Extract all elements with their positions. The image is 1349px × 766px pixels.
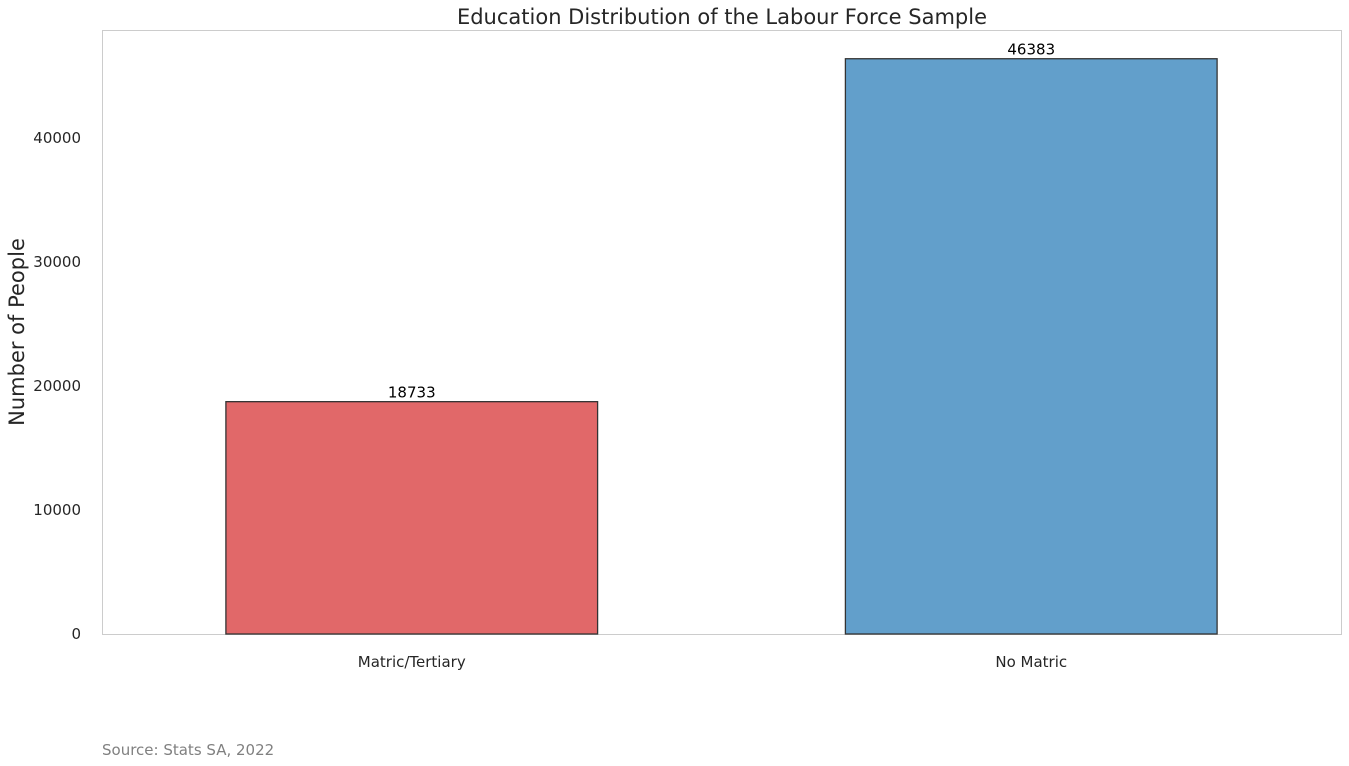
y-tick-label: 30000: [33, 253, 81, 271]
y-tick-label: 20000: [33, 377, 81, 395]
plot-frame: [102, 30, 1342, 635]
y-tick-label: 40000: [33, 129, 81, 147]
source-note: Source: Stats SA, 2022: [102, 741, 274, 759]
chart-title: Education Distribution of the Labour For…: [457, 5, 987, 29]
x-tick-label: No Matric: [995, 653, 1067, 671]
bars-group: [225, 58, 1218, 635]
x-tick-label: Matric/Tertiary: [358, 653, 466, 671]
y-tick-label: 10000: [33, 501, 81, 519]
bar-no-matric: [844, 58, 1218, 635]
data-labels-group: 18733 46383: [388, 41, 1055, 402]
bar-matric-tertiary: [225, 401, 599, 635]
y-axis-label: Number of People: [5, 238, 29, 426]
x-axis-ticks: Matric/Tertiary No Matric: [358, 653, 1067, 671]
bar-value-label: 46383: [1007, 41, 1055, 59]
y-tick-label: 0: [71, 625, 81, 643]
y-axis-ticks: 0 10000 20000 30000 40000: [33, 129, 81, 643]
bar-value-label: 18733: [388, 384, 436, 402]
